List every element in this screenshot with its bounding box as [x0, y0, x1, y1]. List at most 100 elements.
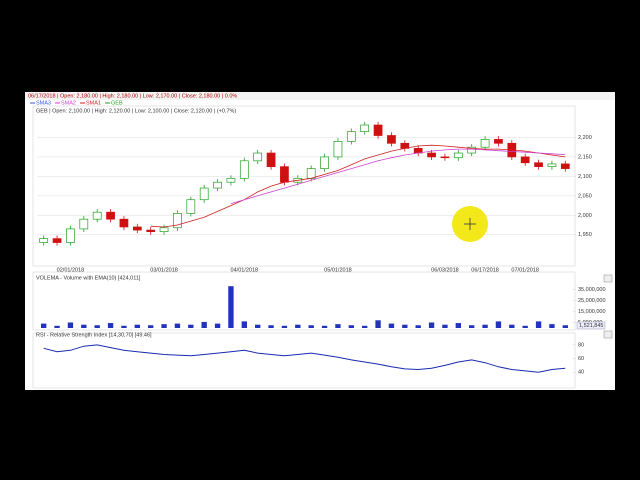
volume-bar	[295, 324, 301, 328]
line-series	[43, 344, 566, 373]
volume-bar	[415, 325, 421, 328]
volume-bar	[388, 323, 395, 328]
volume-panel	[32, 271, 576, 331]
candle-body	[39, 238, 49, 243]
status-bar	[25, 92, 615, 100]
volume-bar	[174, 323, 181, 328]
volume-bar	[134, 324, 140, 328]
volume-bar	[495, 321, 502, 328]
candle-body	[52, 238, 62, 243]
y-tick-label: 2,100	[578, 174, 592, 180]
y-tick-label: 2,200	[578, 135, 592, 141]
y-tick-label: 2,150	[578, 154, 592, 160]
line-series	[150, 144, 566, 228]
candle-body	[199, 187, 209, 201]
candle-body	[387, 135, 396, 144]
x-tick-label: 03/01/2018	[150, 267, 178, 273]
legend-label: SMA2	[61, 100, 76, 106]
candle-body	[360, 124, 370, 132]
y-tick-label: 15,000,000	[578, 309, 606, 315]
volume-bar	[362, 325, 368, 328]
legend-label: GEB	[111, 100, 123, 106]
candle-body	[306, 168, 316, 179]
volume-bar	[241, 321, 247, 328]
candle-body	[560, 163, 570, 169]
close-button[interactable]	[603, 330, 613, 339]
volume-bar	[268, 325, 274, 328]
volume-bar	[535, 321, 542, 328]
candle-body	[226, 177, 236, 183]
x-tick-label: 05/01/2018	[324, 267, 352, 273]
candle-body	[239, 160, 249, 179]
line-series	[230, 148, 566, 204]
volume-bar	[522, 325, 528, 328]
candle-body	[280, 166, 289, 183]
legend-label: SMA3	[36, 100, 51, 106]
volume-bar	[549, 324, 555, 328]
volume-bar	[214, 323, 221, 328]
volume-bar	[509, 324, 515, 328]
panel-title: VOLEMA - Volume with EMA(10) [424,011]	[36, 275, 141, 281]
volume-bar	[188, 324, 194, 328]
volume-bar	[562, 325, 568, 328]
volume-bar	[375, 320, 381, 328]
candle-body	[266, 152, 276, 167]
volume-bar	[148, 325, 154, 328]
candle-body	[333, 141, 343, 158]
volume-bar	[228, 286, 234, 328]
candle-body	[173, 213, 182, 229]
volume-bar	[161, 324, 167, 328]
volume-bar	[348, 325, 354, 328]
candle-body	[373, 124, 383, 136]
price-panel	[32, 105, 576, 267]
volume-bar	[428, 322, 435, 328]
candle-body	[213, 181, 222, 189]
last-value-label: 1,521,845	[579, 323, 603, 329]
candle-body	[119, 218, 129, 228]
volume-bar	[255, 324, 261, 328]
candle-body	[320, 156, 329, 169]
candle-body	[440, 156, 450, 159]
volume-bar	[321, 325, 328, 328]
volume-bar	[442, 324, 448, 328]
panel-title: GEB | Open: 2,100.00 | High: 2,120.00 | …	[36, 108, 236, 114]
last-value-box	[576, 321, 606, 330]
x-tick-label: 07/01/2018	[511, 267, 539, 273]
volume-bar	[281, 325, 288, 328]
rsi-panel	[32, 332, 576, 389]
panel-title: RSI - Relative Strength Index [14,30,70]…	[36, 332, 152, 338]
candle-body	[346, 131, 356, 142]
candle-body	[494, 139, 503, 144]
y-tick-label: 2,000	[578, 213, 592, 219]
volume-bar	[41, 323, 47, 328]
volume-bar	[455, 323, 461, 328]
y-tick-label: 2,050	[578, 193, 592, 199]
volume-bar	[81, 324, 87, 328]
candle-body	[547, 163, 557, 167]
volume-bar	[121, 325, 127, 328]
candle-body	[146, 229, 156, 232]
x-tick-label: 06/03/2018	[431, 267, 459, 273]
candle-body	[467, 146, 477, 154]
candle-body	[253, 152, 263, 162]
candle-body	[534, 162, 543, 167]
candle-body	[132, 226, 142, 231]
legend-label: SMA1	[86, 100, 101, 106]
volume-bar	[402, 324, 408, 328]
x-tick-label: 04/01/2018	[231, 267, 259, 273]
volume-bar	[469, 325, 475, 328]
close-button[interactable]	[603, 274, 613, 283]
candle-body	[480, 139, 490, 148]
volume-bar	[201, 321, 207, 328]
y-tick-label: 60	[578, 356, 584, 362]
candle-body	[186, 199, 196, 214]
y-tick-label: 40	[578, 370, 584, 376]
y-tick-label: 80	[578, 342, 584, 348]
volume-bar	[107, 323, 114, 328]
y-tick-label: 1,950	[578, 232, 592, 238]
y-tick-label: 35,000,000	[578, 287, 606, 293]
candle-body	[427, 152, 436, 158]
x-tick-label: 06/17/2018	[471, 267, 499, 273]
candle-body	[453, 152, 463, 159]
candle-body	[520, 156, 530, 164]
